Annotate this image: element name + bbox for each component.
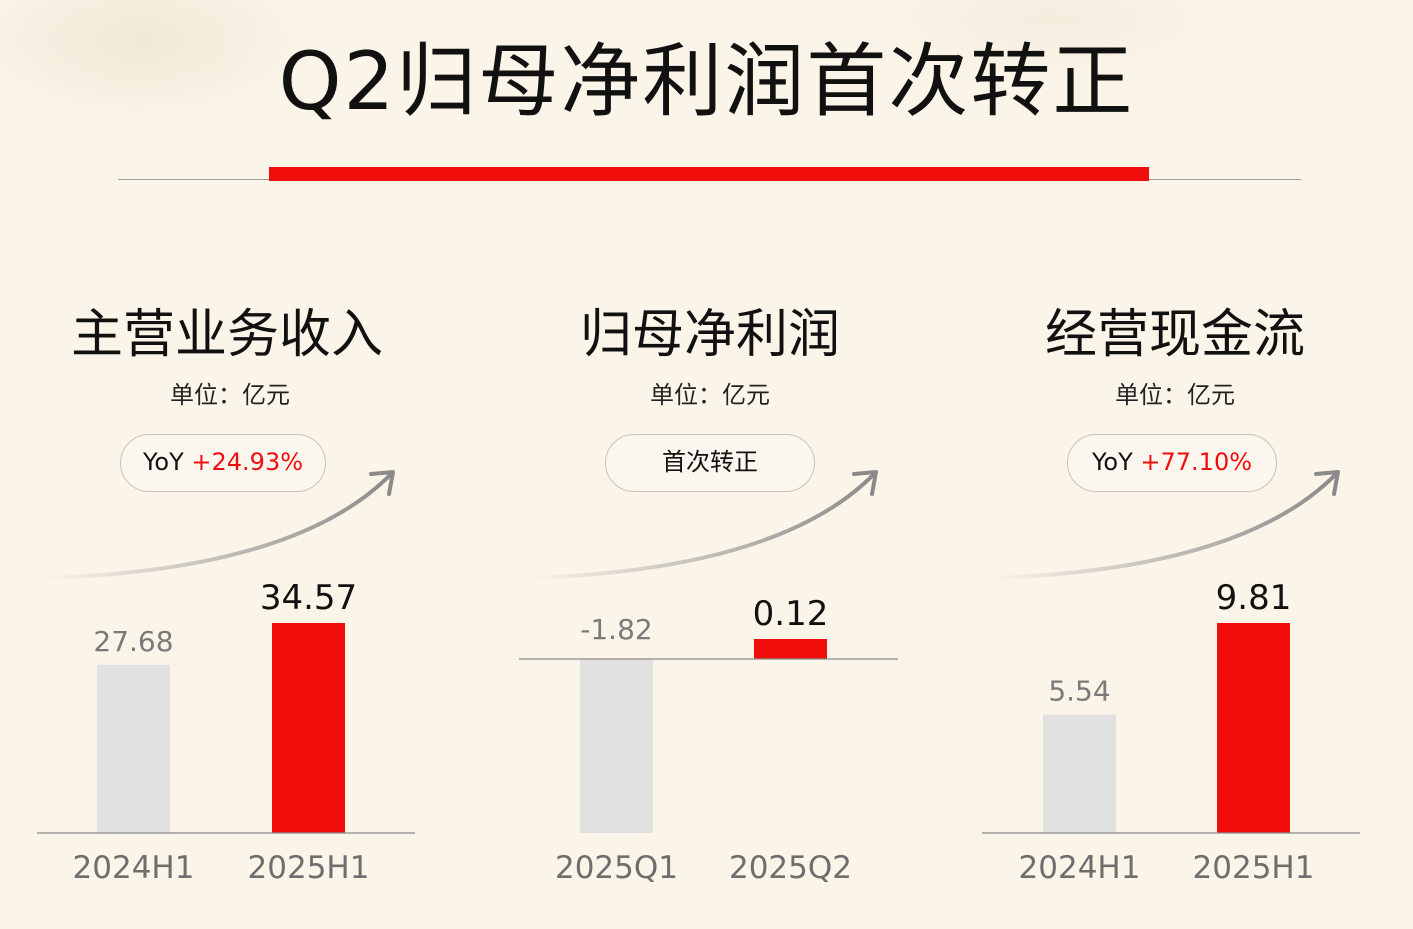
bar-chart-revenue: 27.68 2024H1 34.57 2025H1 (37, 470, 415, 886)
yoy-badge-prefix: YoY (142, 448, 192, 476)
yoy-badge: YoY +77.10% (1067, 434, 1277, 492)
trend-arrow-head-icon (1314, 470, 1340, 496)
unit-label: 单位：亿元 (1115, 381, 1235, 409)
unit-label: 单位：亿元 (650, 381, 770, 409)
yoy-badge-value: +24.93% (191, 448, 304, 476)
bar-chart-operating-cashflow: 5.54 2024H1 9.81 2025H1 (982, 470, 1360, 886)
panel-net-profit: 归母净利润 单位：亿元 首次转正 -1.82 2025Q1 0.12 2025Q2 (480, 300, 940, 900)
bar-2025H1 (1217, 623, 1290, 833)
category-tick-label: 2024H1 (73, 850, 195, 886)
panel-title: 主营业务收入 (70, 305, 383, 365)
bar-value-label: 5.54 (1048, 674, 1110, 707)
unit-label: 单位：亿元 (170, 381, 290, 409)
status-badge: 首次转正 (605, 434, 815, 492)
bar-2024H1 (97, 664, 170, 833)
panel-title: 经营现金流 (1044, 305, 1305, 365)
bar-value-label: 34.57 (260, 578, 357, 618)
trend-arrow-curve (527, 470, 878, 580)
yoy-badge-value: +77.10% (1140, 448, 1253, 476)
yoy-badge: YoY +24.93% (120, 434, 326, 492)
bar-value-label: 27.68 (93, 625, 173, 658)
bar-value-label: -1.82 (580, 613, 652, 646)
panel-title: 归母净利润 (579, 305, 840, 365)
bar-2025Q1 (580, 659, 653, 833)
category-tick-label: 2025H1 (1193, 850, 1315, 886)
category-tick-label: 2025H1 (248, 850, 370, 886)
bar-2025H1 (272, 623, 345, 833)
category-tick-label: 2024H1 (1019, 850, 1141, 886)
bar-2025Q2 (754, 639, 827, 659)
panel-revenue: 主营业务收入 单位：亿元 YoY +24.93% 27.68 2024H1 34.5… (0, 300, 460, 900)
bar-chart-net-profit: -1.82 2025Q1 0.12 2025Q2 (519, 470, 898, 886)
page-title: Q2归母净利润首次转正 (278, 35, 1135, 128)
bar-value-label: 0.12 (753, 594, 829, 634)
bar-2024H1 (1043, 714, 1116, 833)
category-tick-label: 2025Q2 (729, 850, 852, 886)
category-tick-label: 2025Q1 (555, 850, 678, 886)
trend-arrow-head-icon (852, 470, 878, 496)
trend-arrow-curve (989, 470, 1340, 580)
status-badge-text: 首次转正 (662, 448, 758, 476)
trend-arrow-head-icon (369, 470, 395, 496)
title-accent-bar (269, 167, 1149, 181)
panel-operating-cashflow: 经营现金流 单位：亿元 YoY +77.10% 5.54 2024H1 9.81 20… (945, 300, 1405, 900)
trend-arrow-curve (44, 470, 395, 580)
bar-value-label: 9.81 (1216, 578, 1292, 618)
yoy-badge-prefix: YoY (1091, 448, 1141, 476)
